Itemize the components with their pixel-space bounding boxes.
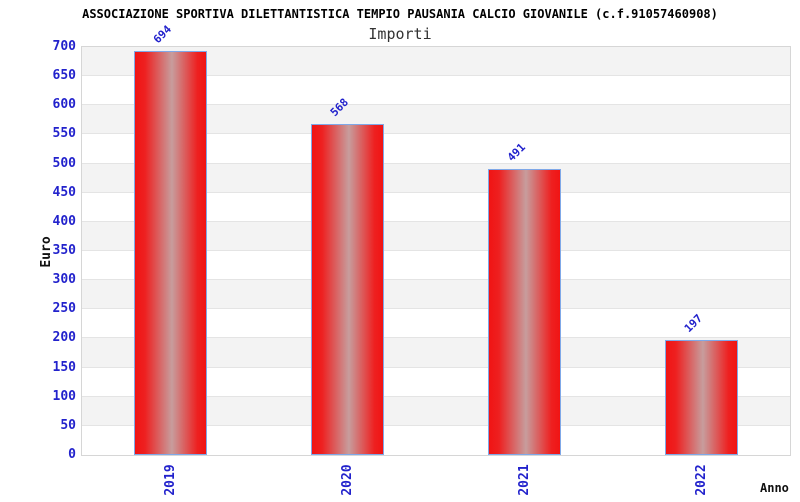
y-axis-title: Euro <box>39 236 54 268</box>
gridline <box>82 191 790 193</box>
y-tick-label: 50 <box>60 417 76 433</box>
y-tick-label: 0 <box>68 447 76 462</box>
y-tick-label: 600 <box>52 97 76 113</box>
bar-2021 <box>488 168 561 455</box>
x-tick-label: 2021 <box>516 464 532 496</box>
y-tick-label: 350 <box>52 243 76 258</box>
y-tick-label: 300 <box>52 272 76 288</box>
chart-subtitle: Importi <box>368 25 432 43</box>
y-tick-label: 500 <box>52 155 76 171</box>
gridline <box>82 162 790 164</box>
chart-title: ASSOCIAZIONE SPORTIVA DILETTANTISTICA TE… <box>82 7 718 21</box>
y-tick-label: 700 <box>52 39 76 54</box>
gridline <box>82 308 790 310</box>
plot-area: 694 568 491 197 <box>81 22 791 456</box>
y-tick-label: 150 <box>52 359 76 375</box>
x-tick-label: 2019 <box>162 464 178 496</box>
gridline <box>82 337 790 339</box>
y-tick-label: 650 <box>52 68 76 84</box>
gridline <box>82 104 790 106</box>
x-tick-label: 2020 <box>339 464 355 496</box>
gridline <box>82 250 790 251</box>
gridline <box>82 279 790 281</box>
gridline <box>82 220 790 222</box>
gridline <box>82 133 790 135</box>
y-tick-label: 400 <box>52 213 76 229</box>
gridline <box>82 75 790 77</box>
y-tick-label: 250 <box>52 301 76 317</box>
gridline <box>82 424 790 426</box>
y-tick-label: 100 <box>52 388 76 404</box>
y-tick-label: 450 <box>52 184 76 200</box>
y-tick-label: 550 <box>52 126 76 142</box>
bar-2022 <box>665 340 738 455</box>
gridline <box>82 366 790 368</box>
x-axis-title: Anno <box>760 481 789 495</box>
gridline <box>82 395 790 397</box>
bar-2019 <box>134 50 207 455</box>
bar-2020 <box>311 123 384 455</box>
x-tick-label: 2022 <box>693 464 709 496</box>
y-tick-label: 200 <box>52 330 76 346</box>
